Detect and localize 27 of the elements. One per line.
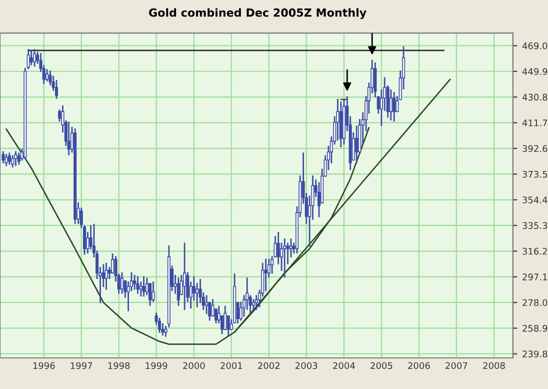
y-tick-label: 239.8 [522, 350, 548, 358]
y-tick-label: 258.9 [522, 324, 548, 332]
y-tick-label: 449.9 [522, 68, 548, 75]
y-tick-label: 411.7 [522, 120, 548, 126]
x-tick-label: 1996 [33, 362, 55, 370]
x-tick-label: 2004 [333, 362, 355, 370]
chart-title: Gold combined Dec 2005Z Monthly [149, 8, 366, 20]
x-tick-label: 1997 [70, 362, 92, 370]
y-tick-label: 469.0 [522, 42, 548, 50]
y-tick-label: 373.5 [522, 170, 548, 178]
x-tick-label: 2005 [370, 362, 392, 370]
x-tick-label: 2007 [446, 362, 468, 370]
x-tick-label: 2000 [183, 362, 205, 370]
y-tick-label: 354.4 [522, 196, 548, 204]
y-tick-label: 278.0 [522, 299, 548, 306]
x-tick-label: 1999 [146, 362, 168, 370]
x-tick-label: 2008 [483, 362, 505, 370]
y-tick-label: 430.8 [522, 94, 548, 101]
x-tick-label: 2002 [258, 362, 280, 370]
x-tick-label: 2003 [296, 362, 318, 370]
y-tick-label: 335.3 [522, 222, 548, 230]
y-tick-label: 392.6 [522, 145, 548, 152]
x-tick-label: 1998 [108, 362, 130, 370]
y-tick-label: 297.1 [522, 274, 547, 280]
x-tick-label: 2001 [220, 362, 242, 370]
x-tick-label: 2006 [408, 362, 430, 370]
y-tick-label: 316.2 [522, 248, 547, 255]
